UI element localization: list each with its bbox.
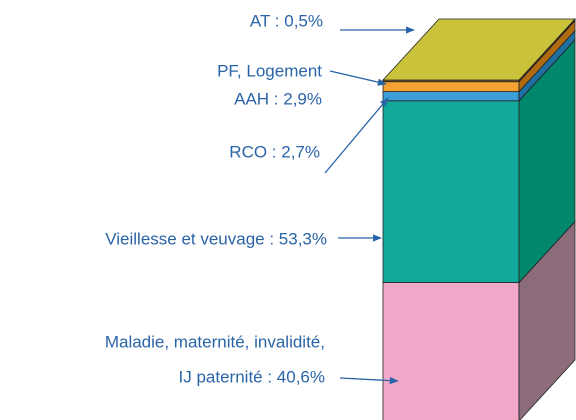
segment-label: AAH : 2,9% <box>234 89 322 108</box>
bar-segment <box>382 100 520 283</box>
segment-label: RCO : 2,7% <box>229 142 320 161</box>
bar-segment <box>382 282 520 420</box>
annotation-arrow <box>339 376 399 385</box>
bar-segment <box>382 91 520 102</box>
segment-label: Maladie, maternité, invalidité, <box>105 332 325 351</box>
bar-top <box>382 18 576 81</box>
segment-label: IJ paternité : 40,6% <box>179 367 325 386</box>
bar-segment <box>382 81 520 92</box>
segment-label: Vieillesse et veuvage : 53,3% <box>105 229 327 248</box>
segment-label: PF, Logement <box>217 61 322 80</box>
segment-label: AT : 0,5% <box>250 11 323 30</box>
annotation-arrow <box>324 97 389 174</box>
annotation-arrow <box>329 70 387 86</box>
